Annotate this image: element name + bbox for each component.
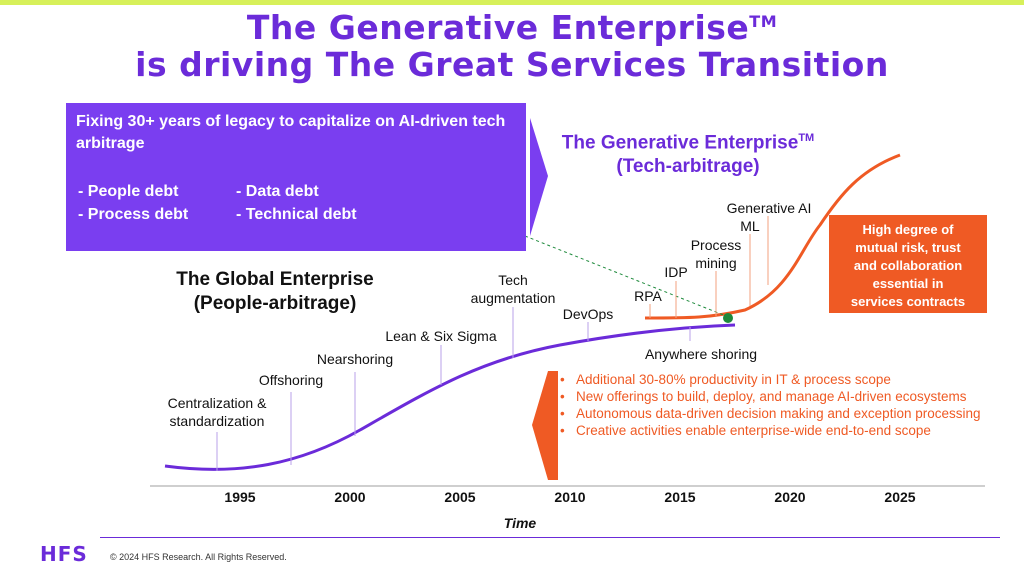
year-2010: 2010 (554, 489, 586, 505)
benefit-item: Autonomous data-driven decision making a… (558, 405, 998, 422)
label-offshoring: Offshoring (258, 372, 324, 388)
global-enterprise-heading: The Global Enterprise (People-arbitrage) (176, 269, 374, 314)
debt-process: - Process debt (78, 206, 189, 223)
benefit-item: Creative activities enable enterprise-wi… (558, 422, 998, 439)
debt-data: - Data debt (236, 183, 319, 200)
benefit-item: Additional 30-80% productivity in IT & p… (558, 371, 998, 388)
label-devops: DevOps (562, 306, 614, 322)
connector-dashed-line (524, 235, 727, 317)
footer-divider (100, 537, 1000, 538)
debt-people: - People debt (78, 183, 179, 200)
global-enterprise-curve (164, 323, 736, 471)
label-tech-augmentation: Tech augmentation (470, 272, 556, 306)
benefits-arrow (532, 371, 558, 480)
axis-label-time: Time (503, 515, 537, 531)
year-1995: 1995 (224, 489, 256, 505)
label-idp: IDP (664, 264, 688, 280)
risk-callout-box: High degree of mutual risk, trust and co… (829, 215, 987, 313)
legacy-box: Fixing 30+ years of legacy to capitalize… (66, 103, 526, 251)
copyright-text: © 2024 HFS Research. All Rights Reserved… (110, 552, 287, 562)
top-accent-bar (0, 0, 1024, 5)
label-lean-six-sigma: Lean & Six Sigma (385, 328, 497, 344)
label-ml: ML (740, 218, 760, 234)
label-nearshoring: Nearshoring (316, 351, 394, 367)
year-2005: 2005 (444, 489, 476, 505)
generative-enterprise-curve (644, 153, 901, 320)
label-generative-ai: Generative AI (726, 200, 812, 216)
legacy-arrow (530, 118, 548, 236)
transition-point-dot (723, 313, 733, 323)
label-rpa: RPA (634, 288, 662, 304)
page-title-line2: is driving The Great Services Transition (135, 45, 889, 84)
benefits-list: Additional 30-80% productivity in IT & p… (558, 371, 998, 439)
label-centralization: Centralization & standardization (167, 395, 267, 429)
page-title-line1: The Generative EnterpriseTM (246, 8, 778, 47)
year-2015: 2015 (664, 489, 696, 505)
generative-enterprise-heading: The Generative EnterpriseTM (Tech-arbitr… (561, 132, 815, 178)
year-2000: 2000 (334, 489, 366, 505)
benefit-item: New offerings to build, deploy, and mana… (558, 388, 998, 405)
year-2020: 2020 (774, 489, 806, 505)
year-2025: 2025 (884, 489, 916, 505)
debt-technical: - Technical debt (236, 206, 357, 223)
legacy-heading: Fixing 30+ years of legacy to capitalize… (76, 113, 506, 152)
label-process-mining: Process mining (690, 237, 742, 271)
label-anywhere-shoring: Anywhere shoring (644, 346, 758, 362)
hfs-logo: HFS (40, 542, 88, 566)
